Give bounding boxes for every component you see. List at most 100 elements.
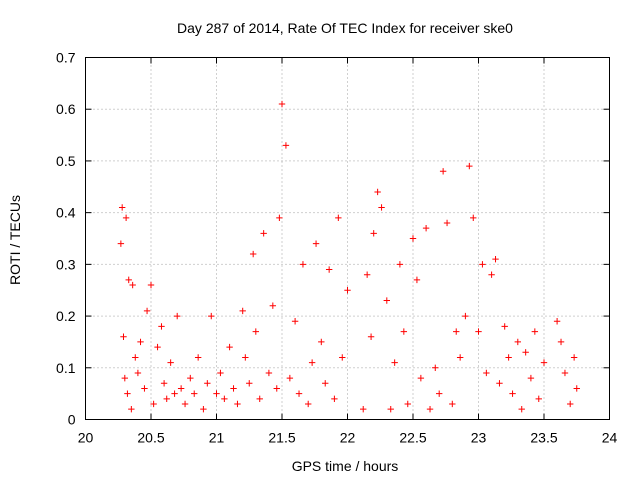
data-point [305,400,312,408]
data-point [383,297,390,304]
data-point [363,271,371,278]
data-point [150,400,157,408]
data-point [470,214,477,222]
data-point [322,380,329,387]
data-points [117,100,580,413]
y-axis-title: ROTI / TECUs [7,195,23,285]
data-point [417,374,425,382]
data-point [374,188,381,196]
x-tick-label: 22 [340,430,356,446]
data-point [540,359,548,366]
data-point [483,369,490,377]
data-point [249,250,257,258]
data-point [128,405,135,413]
data-point [413,276,421,284]
data-point [400,328,408,335]
data-point [308,359,316,366]
data-point [252,328,259,335]
grid [85,57,610,420]
data-point [208,312,215,320]
data-point [282,142,290,149]
data-point [439,168,447,175]
data-point [505,354,512,361]
data-point [118,204,126,211]
data-point [242,354,249,361]
data-point [239,307,246,315]
data-point [124,390,131,397]
data-point [514,338,521,346]
data-point [335,214,342,222]
data-point [396,261,404,268]
data-point [378,204,385,211]
data-point [234,400,241,408]
data-point [557,338,565,346]
data-point [171,390,178,397]
x-tick-label: 20.5 [137,430,164,446]
data-point [436,390,443,397]
data-point [141,385,148,392]
data-point [121,374,128,382]
data-point [462,312,469,320]
data-point [217,369,224,377]
data-point [213,390,220,397]
data-point [426,405,434,413]
data-point [295,390,303,397]
x-tick-label: 24 [602,430,618,446]
data-point [432,364,439,371]
data-point [567,400,574,408]
y-tick-label: 0.3 [56,256,76,272]
data-point [488,271,495,278]
data-point [143,307,151,315]
data-point [299,261,307,268]
data-point [134,369,142,377]
data-point [129,281,136,289]
data-point [246,380,253,387]
data-point [331,395,338,403]
y-tick-label: 0.1 [56,360,76,376]
chart-title: Day 287 of 2014, Rate Of TEC Index for r… [177,20,513,36]
y-tick-label: 0.2 [56,308,76,324]
y-tick-label: 0 [68,412,76,428]
data-point [117,240,125,247]
data-point [204,380,211,387]
data-point [147,281,155,289]
data-point [466,162,473,170]
data-point [573,385,580,392]
data-point [561,369,569,377]
data-point [163,395,170,403]
data-point [187,374,194,382]
x-tick-label: 21 [209,430,225,446]
data-point [535,395,542,403]
data-point [291,318,299,325]
data-point [256,395,263,403]
data-point [360,405,367,413]
x-tick-label: 21.5 [268,430,295,446]
data-point [527,374,535,382]
data-point [479,261,486,268]
y-tick-label: 0.4 [56,205,76,221]
data-point [132,354,139,361]
data-point [456,354,464,361]
data-point [160,380,168,387]
data-point [492,255,499,263]
y-tick-label: 0.7 [56,50,76,66]
data-point [137,338,144,346]
data-point [200,405,207,413]
data-point [553,318,561,325]
data-point [404,400,411,408]
data-point [269,302,277,309]
data-point [312,240,320,247]
data-point [570,354,578,361]
x-axis-title: GPS time / hours [292,458,399,474]
data-point [422,224,430,232]
data-point [120,333,127,340]
data-point [122,214,130,222]
data-point [443,219,451,227]
data-point [181,400,189,408]
data-point [449,400,456,408]
data-point [475,328,482,335]
data-point [344,287,351,294]
x-tick-label: 23 [471,430,487,446]
data-point [158,323,165,330]
